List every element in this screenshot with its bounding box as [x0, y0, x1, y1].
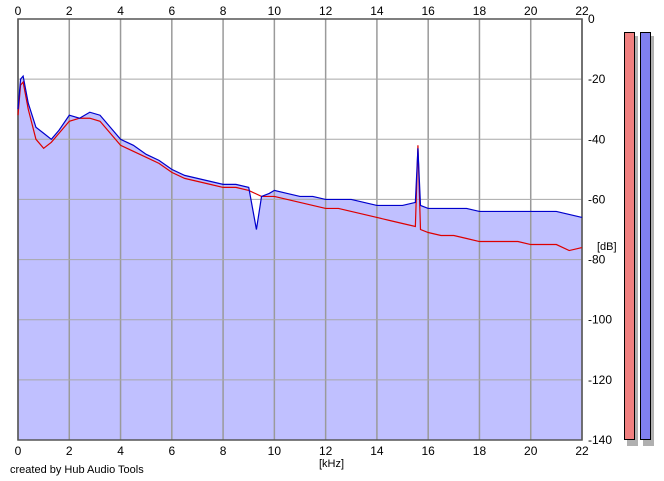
x-tick-label-bottom: 22: [575, 444, 589, 458]
right-channel-meter: [640, 32, 651, 440]
left-channel-meter: [624, 32, 635, 440]
x-tick-label-top: 20: [524, 4, 538, 18]
x-tick-label-top: 8: [220, 4, 227, 18]
y-tick-label: -140: [588, 433, 612, 447]
x-axis-unit-label: [kHz]: [319, 458, 345, 470]
x-tick-label-top: 6: [168, 4, 175, 18]
y-tick-label: -120: [588, 373, 612, 387]
x-tick-label-bottom: 10: [268, 444, 282, 458]
x-tick-label-top: 18: [473, 4, 487, 18]
x-tick-label-bottom: 20: [524, 444, 538, 458]
x-tick-label-bottom: 4: [117, 444, 124, 458]
x-tick-label-bottom: 16: [422, 444, 436, 458]
x-tick-label-top: 4: [117, 4, 124, 18]
x-tick-label-top: 22: [575, 4, 589, 18]
y-tick-label: -100: [588, 313, 612, 327]
series-line-0: [17, 74, 583, 230]
spectrum-fill-area: [18, 76, 582, 440]
y-tick-label: -40: [588, 132, 606, 146]
y-axis-unit-label: [dB]: [597, 241, 617, 253]
x-tick-label-top: 14: [370, 4, 384, 18]
x-tick-label-bottom: 14: [370, 444, 384, 458]
x-tick-label-bottom: 12: [319, 444, 333, 458]
x-tick-label-bottom: 2: [66, 444, 73, 458]
x-tick-label-top: 2: [66, 4, 73, 18]
x-tick-label-bottom: 8: [220, 444, 227, 458]
x-tick-label-top: 10: [268, 4, 282, 18]
x-tick-label-top: 0: [15, 4, 22, 18]
y-tick-label: -60: [588, 192, 606, 206]
y-tick-label: -20: [588, 72, 606, 86]
credit-text: created by Hub Audio Tools: [10, 464, 144, 476]
x-tick-label-top: 16: [422, 4, 436, 18]
series-line-1: [17, 80, 583, 252]
x-tick-label-top: 12: [319, 4, 333, 18]
x-tick-label-bottom: 6: [168, 444, 175, 458]
y-tick-label: -80: [588, 253, 606, 267]
x-tick-label-bottom: 18: [473, 444, 487, 458]
y-tick-label: 0: [588, 12, 595, 26]
x-tick-label-bottom: 0: [15, 444, 22, 458]
plot-frame: [17, 18, 583, 441]
